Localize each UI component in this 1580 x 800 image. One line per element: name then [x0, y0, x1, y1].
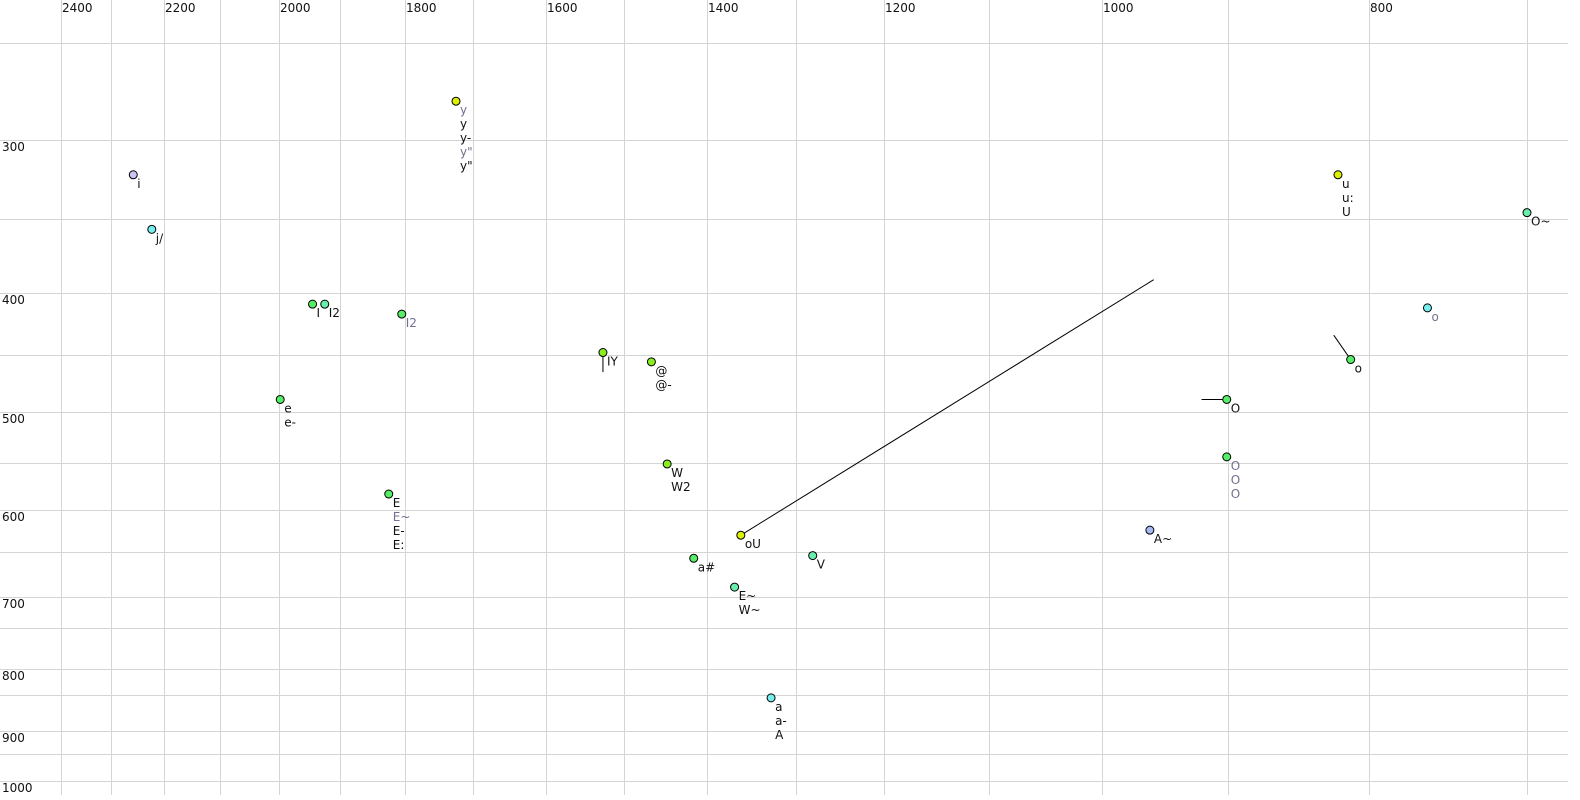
- y-tick-label: 800: [2, 669, 25, 683]
- point-label: E~: [393, 510, 411, 524]
- data-point: [730, 582, 740, 592]
- point-label: oU: [745, 537, 761, 551]
- point-label: a: [775, 700, 782, 714]
- point-label: E: [393, 496, 401, 510]
- data-point: [451, 96, 461, 106]
- data-point: [766, 693, 776, 703]
- point-label: u:: [1342, 191, 1354, 205]
- point-label: y: [460, 117, 467, 131]
- x-tick-label: 1600: [547, 1, 578, 15]
- point-label: y": [460, 159, 473, 173]
- point-label: O: [1231, 401, 1240, 415]
- point-label: a#: [698, 560, 715, 574]
- point-label: E-: [393, 524, 405, 538]
- point-label: W: [671, 466, 683, 480]
- tick-labels: 2400 2200 2000 1800 1600 1400 1200 1000 800 300 40…: [2, 1, 1393, 795]
- data-point: [736, 530, 746, 540]
- point-label: a-: [775, 714, 787, 728]
- x-tick-label: 1800: [406, 1, 437, 15]
- data-point: [1145, 525, 1155, 535]
- point-label: u: [1342, 177, 1350, 191]
- x-tick-label: 800: [1370, 1, 1393, 15]
- point-label: @-: [655, 378, 671, 392]
- data-point: [662, 459, 672, 469]
- x-tick-label: 1200: [885, 1, 916, 15]
- x-tick-label: 2400: [62, 1, 93, 15]
- data-point: [1222, 452, 1232, 462]
- point-label: O: [1231, 459, 1240, 473]
- data-point: [1333, 170, 1343, 180]
- point-label: o: [1431, 310, 1438, 324]
- point-label: A~: [1154, 532, 1172, 546]
- y-tick-label: 1000: [2, 781, 33, 795]
- point-label: U: [1342, 205, 1351, 219]
- point-label: @: [655, 364, 667, 378]
- data-point: [128, 170, 138, 180]
- point-label: W~: [739, 603, 761, 617]
- point-label: o: [1355, 362, 1362, 376]
- point-label: W2: [671, 480, 691, 494]
- point-label: j/: [155, 231, 164, 245]
- point-label: e-: [284, 415, 296, 429]
- point-label: i: [137, 177, 140, 191]
- y-tick-label: 300: [2, 140, 25, 154]
- point-label: I2: [329, 306, 340, 320]
- point-label: E~: [739, 589, 757, 603]
- point-label: O: [1231, 487, 1240, 501]
- point-label: y": [460, 145, 473, 159]
- data-point: [275, 394, 285, 404]
- point-label: A: [775, 728, 784, 742]
- data-point: [598, 348, 608, 358]
- data-point: [147, 224, 157, 234]
- data-point: [1346, 355, 1356, 365]
- data-point: [1422, 303, 1432, 313]
- y-tick-label: 400: [2, 293, 25, 307]
- point-label: O~: [1531, 215, 1551, 229]
- data-point: [384, 489, 394, 499]
- point-label: e: [284, 401, 291, 415]
- data-point: [689, 553, 699, 563]
- x-tick-label: 2000: [280, 1, 311, 15]
- trajectory-line: [1333, 334, 1352, 360]
- data-point: [397, 309, 407, 319]
- y-tick-label: 600: [2, 510, 25, 524]
- data-point: [308, 299, 318, 309]
- point-label: V: [817, 558, 826, 572]
- data-point: [808, 551, 818, 561]
- y-tick-label: 900: [2, 731, 25, 745]
- data-point: [1222, 394, 1232, 404]
- y-tick-label: 700: [2, 597, 25, 611]
- point-label: I: [317, 306, 321, 320]
- point-label: E:: [393, 538, 405, 552]
- point-label: y: [460, 103, 467, 117]
- trajectory-lines: [602, 279, 1352, 536]
- point-label: IY: [607, 355, 619, 369]
- x-tick-label: 1400: [708, 1, 739, 15]
- x-tick-label: 2200: [165, 1, 196, 15]
- x-tick-label: 1000: [1103, 1, 1134, 15]
- point-label: y-: [460, 131, 471, 145]
- data-point: [646, 357, 656, 367]
- data-point: [320, 299, 330, 309]
- point-label: I2: [406, 316, 417, 330]
- y-tick-label: 500: [2, 412, 25, 426]
- point-label: O: [1231, 473, 1240, 487]
- data-point: [1522, 208, 1532, 218]
- trajectory-line: [740, 279, 1154, 536]
